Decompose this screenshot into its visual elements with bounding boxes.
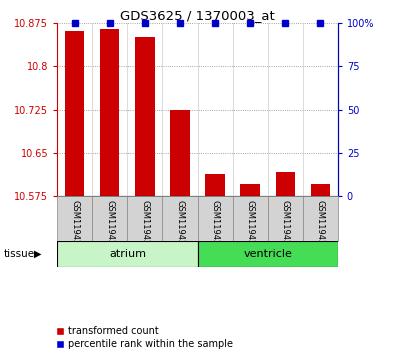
Bar — [303, 196, 338, 241]
Text: GSM119427: GSM119427 — [246, 200, 255, 251]
Bar — [275, 172, 295, 196]
Bar — [198, 196, 233, 241]
Text: tissue: tissue — [4, 249, 35, 259]
Bar — [170, 110, 190, 196]
Bar — [162, 196, 198, 241]
Bar — [198, 241, 338, 267]
Bar — [233, 196, 267, 241]
Bar — [127, 196, 162, 241]
Text: GSM119422: GSM119422 — [70, 200, 79, 251]
Text: GSM119423: GSM119423 — [105, 200, 115, 251]
Bar — [100, 29, 120, 196]
Text: atrium: atrium — [109, 249, 146, 259]
Bar — [65, 30, 85, 196]
Text: ventricle: ventricle — [243, 249, 292, 259]
Title: GDS3625 / 1370003_at: GDS3625 / 1370003_at — [120, 9, 275, 22]
Bar — [267, 196, 303, 241]
Text: ▶: ▶ — [34, 249, 41, 259]
Bar — [241, 184, 260, 196]
Legend: transformed count, percentile rank within the sample: transformed count, percentile rank withi… — [56, 326, 233, 349]
Text: GSM119428: GSM119428 — [280, 200, 290, 251]
Bar — [310, 184, 330, 196]
Bar — [57, 241, 198, 267]
Text: GSM119425: GSM119425 — [175, 200, 184, 251]
Text: GSM119424: GSM119424 — [140, 200, 149, 251]
Bar — [57, 196, 92, 241]
Text: GSM119429: GSM119429 — [316, 200, 325, 251]
Text: GSM119426: GSM119426 — [211, 200, 220, 251]
Bar — [135, 37, 154, 196]
Bar — [205, 174, 225, 196]
Bar — [92, 196, 127, 241]
